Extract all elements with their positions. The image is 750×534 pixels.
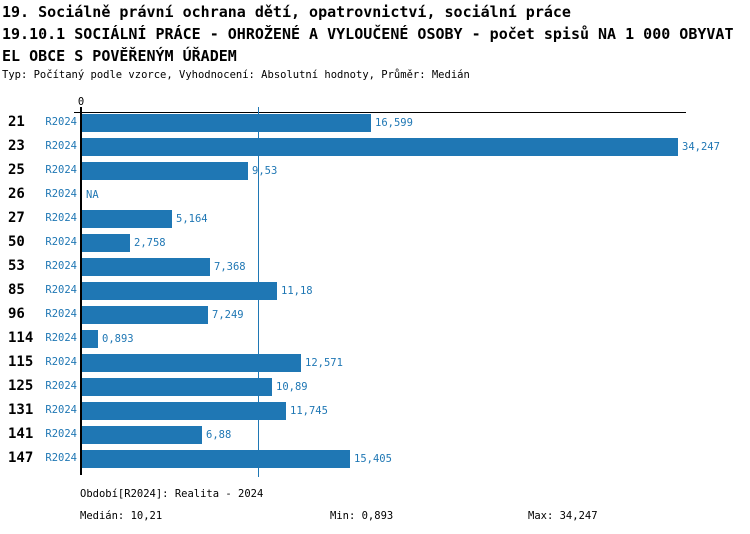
min-stat: Min: 0,893 <box>330 510 394 522</box>
row-category-label: 114 <box>8 330 34 346</box>
row-period-label: R2024 <box>45 308 77 320</box>
value-label: 10,89 <box>276 381 308 393</box>
row-category-label: 53 <box>8 258 25 274</box>
report-meta-line: Typ: Počítaný podle vzorce, Vyhodnocení:… <box>2 69 470 81</box>
value-bar <box>82 138 678 156</box>
value-label: 6,88 <box>206 429 232 441</box>
row-period-label: R2024 <box>45 140 77 152</box>
row-period-label: R2024 <box>45 428 77 440</box>
value-bar <box>82 210 172 228</box>
value-label: 0,893 <box>102 333 134 345</box>
value-bar <box>82 306 208 324</box>
row-period-label: R2024 <box>45 260 77 272</box>
value-label: 16,599 <box>375 117 413 129</box>
row-period-label: R2024 <box>45 332 77 344</box>
row-category-label: 27 <box>8 210 25 226</box>
na-label: NA <box>86 189 99 201</box>
report-title-line2: 19.10.1 SOCIÁLNÍ PRÁCE - OHROŽENÉ A VYLO… <box>2 25 734 43</box>
bar-chart: 0 21 R2024 16,599 23 R2024 34,247 25 R2024 9,53 2… <box>8 96 720 477</box>
value-bar <box>82 258 210 276</box>
value-label: 7,368 <box>214 261 246 273</box>
x-axis-line <box>74 112 686 113</box>
row-category-label: 147 <box>8 450 34 466</box>
row-category-label: 25 <box>8 162 25 178</box>
median-stat: Medián: 10,21 <box>80 510 163 522</box>
value-label: 5,164 <box>176 213 208 225</box>
row-period-label: R2024 <box>45 452 77 464</box>
row-period-label: R2024 <box>45 164 77 176</box>
value-bar <box>82 162 248 180</box>
row-period-label: R2024 <box>45 284 77 296</box>
value-label: 2,758 <box>134 237 166 249</box>
row-category-label: 21 <box>8 114 25 130</box>
row-period-label: R2024 <box>45 188 77 200</box>
x-axis-zero-tick-label: 0 <box>77 96 85 108</box>
row-period-label: R2024 <box>45 356 77 368</box>
row-category-label: 141 <box>8 426 34 442</box>
value-label: 12,571 <box>305 357 343 369</box>
row-period-label: R2024 <box>45 380 77 392</box>
value-label: 11,18 <box>281 285 313 297</box>
value-bar <box>82 354 301 372</box>
row-category-label: 26 <box>8 186 25 202</box>
value-bar <box>82 114 371 132</box>
row-category-label: 85 <box>8 282 25 298</box>
value-bar <box>82 426 202 444</box>
value-bar <box>82 330 98 348</box>
report-title-line3: EL OBCE S POVĚŘENÝM ÚŘADEM <box>2 47 237 65</box>
row-period-label: R2024 <box>45 116 77 128</box>
value-label: 9,53 <box>252 165 278 177</box>
value-label: 15,405 <box>354 453 392 465</box>
value-bar <box>82 234 130 252</box>
max-stat: Max: 34,247 <box>528 510 598 522</box>
period-info: Období[R2024]: Realita - 2024 <box>80 488 264 500</box>
report-title-line1: 19. Sociálně právní ochrana dětí, opatro… <box>2 3 571 21</box>
row-period-label: R2024 <box>45 404 77 416</box>
value-label: 7,249 <box>212 309 244 321</box>
value-bar <box>82 402 286 420</box>
row-category-label: 125 <box>8 378 34 394</box>
value-label: 11,745 <box>290 405 328 417</box>
row-category-label: 115 <box>8 354 34 370</box>
value-bar <box>82 282 277 300</box>
y-axis-line <box>80 107 82 475</box>
value-bar <box>82 378 272 396</box>
row-category-label: 131 <box>8 402 34 418</box>
value-bar <box>82 450 350 468</box>
value-label: 34,247 <box>682 141 720 153</box>
row-period-label: R2024 <box>45 212 77 224</box>
row-category-label: 23 <box>8 138 25 154</box>
row-category-label: 50 <box>8 234 25 250</box>
row-category-label: 96 <box>8 306 25 322</box>
row-period-label: R2024 <box>45 236 77 248</box>
